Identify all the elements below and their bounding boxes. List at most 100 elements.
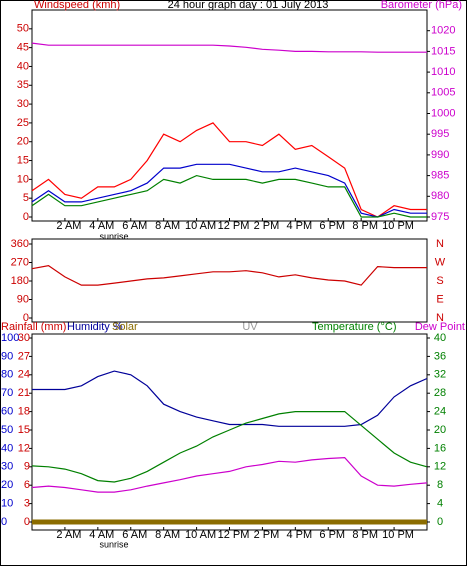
x-tick-label: 4 PM — [286, 220, 312, 232]
x-tick-label: 6 PM — [319, 529, 345, 541]
plot-frame — [31, 9, 428, 222]
series-line — [31, 42, 427, 53]
y2-tick-label: 32 — [434, 369, 446, 381]
y-tick-label: 100 — [1, 332, 19, 344]
legend-label: Temperature (°C) — [312, 321, 396, 333]
y2-tick-label: 1020 — [431, 25, 455, 37]
y2-tick-label: 28 — [434, 387, 446, 399]
x-tick-label: 10 AM — [185, 529, 216, 541]
sunrise-label: sunrise — [99, 231, 128, 241]
rain-tick-label: 12 — [18, 442, 30, 454]
y-tick-label: 360 — [11, 238, 29, 250]
y2-tick-label: 1000 — [431, 107, 455, 119]
y2-tick-label: 985 — [431, 170, 449, 182]
y-tick-label: 0 — [23, 312, 29, 324]
y2-tick-label: 1015 — [431, 45, 455, 57]
rain-tick-label: 30 — [18, 332, 30, 344]
x-tick-label: 2 AM — [56, 220, 81, 232]
y-tick-label: 30 — [1, 461, 13, 473]
x-tick-label: 10 AM — [185, 220, 216, 232]
y-tick-label: 40 — [17, 60, 29, 72]
series-line — [31, 411, 428, 483]
x-tick-label: 12 PM — [218, 220, 250, 232]
x-tick-label: 8 AM — [155, 529, 180, 541]
rain-tick-label: 9 — [24, 461, 30, 473]
direction-label: N — [436, 238, 444, 250]
rain-tick-label: 0 — [24, 516, 30, 528]
rain-tick-label: 6 — [24, 479, 30, 491]
y-tick-label: 10 — [17, 173, 29, 185]
y2-tick-label: 4 — [437, 498, 443, 510]
sunrise-label: sunrise — [99, 539, 128, 549]
y2-tick-label: 8 — [437, 479, 443, 491]
rain-tick-label: 18 — [18, 406, 30, 418]
y2-tick-label: 40 — [434, 332, 446, 344]
y-tick-label: 90 — [17, 293, 29, 305]
x-tick-label: 4 AM — [89, 220, 114, 232]
y2-tick-label: 995 — [431, 128, 449, 140]
direction-label: W — [435, 256, 446, 268]
y-axis-label: Windspeed (kmh) — [34, 0, 120, 11]
y-tick-label: 35 — [17, 79, 29, 91]
y-tick-label: 20 — [17, 136, 29, 148]
chart-title: 24 hour graph day : 01 July 2013 — [168, 0, 329, 11]
y-tick-label: 15 — [17, 154, 29, 166]
y-tick-label: 10 — [1, 498, 13, 510]
y-tick-label: 50 — [17, 23, 29, 35]
rain-tick-label: 24 — [18, 369, 30, 381]
x-tick-label: 2 AM — [56, 529, 81, 541]
rain-tick-label: 3 — [24, 498, 30, 510]
uv-label: UV — [242, 321, 258, 333]
y-tick-label: 0 — [23, 211, 29, 223]
x-tick-label: 10 PM — [382, 220, 414, 232]
y-tick-label: 30 — [17, 98, 29, 110]
y-tick-label: 90 — [1, 350, 13, 362]
y-tick-label: 45 — [17, 42, 29, 54]
x-tick-label: 6 PM — [319, 220, 345, 232]
y2-tick-label: 16 — [434, 442, 446, 454]
series-line — [31, 456, 428, 493]
direction-label: E — [436, 293, 443, 305]
y-tick-label: 80 — [1, 369, 13, 381]
y-tick-label: 180 — [11, 275, 29, 287]
x-tick-label: 4 AM — [89, 529, 114, 541]
legend-label: Dew Point — [415, 321, 465, 333]
x-tick-label: 8 PM — [352, 529, 378, 541]
x-tick-label: 8 AM — [155, 220, 180, 232]
y-tick-label: 0 — [1, 516, 7, 528]
y2-tick-label: 20 — [434, 424, 446, 436]
series-line — [32, 370, 428, 427]
x-tick-label: 12 PM — [218, 529, 250, 541]
y-tick-label: 20 — [1, 479, 13, 491]
plot-frame — [31, 333, 428, 531]
x-tick-label: 6 AM — [122, 220, 147, 232]
y-tick-label: 40 — [1, 442, 13, 454]
legend-label: Humidity % — [67, 321, 123, 333]
x-tick-label: 10 PM — [382, 529, 414, 541]
y-tick-label: 50 — [1, 424, 13, 436]
y2-tick-label: 0 — [437, 516, 443, 528]
rain-tick-label: 27 — [18, 350, 30, 362]
rain-label: Rainfall (mm) — [1, 321, 66, 333]
x-tick-label: 2 PM — [254, 220, 280, 232]
y2-tick-label: 36 — [434, 350, 446, 362]
rain-tick-label: 15 — [18, 424, 30, 436]
legend-label: Solar — [112, 321, 138, 333]
y2-tick-label: 1005 — [431, 87, 455, 99]
y2-tick-label: 1010 — [431, 66, 455, 78]
x-tick-label: 6 AM — [122, 529, 147, 541]
plot-frame — [31, 238, 428, 323]
series-line — [31, 264, 427, 286]
y2-tick-label: 12 — [434, 461, 446, 473]
y2-tick-label: 24 — [434, 406, 446, 418]
x-tick-label: 4 PM — [286, 529, 312, 541]
direction-label: S — [436, 275, 443, 287]
y2-tick-label: 975 — [431, 211, 449, 223]
x-tick-label: 2 PM — [254, 529, 280, 541]
y-tick-label: 5 — [23, 192, 29, 204]
y-tick-label: 60 — [1, 406, 13, 418]
series-line — [31, 163, 427, 218]
